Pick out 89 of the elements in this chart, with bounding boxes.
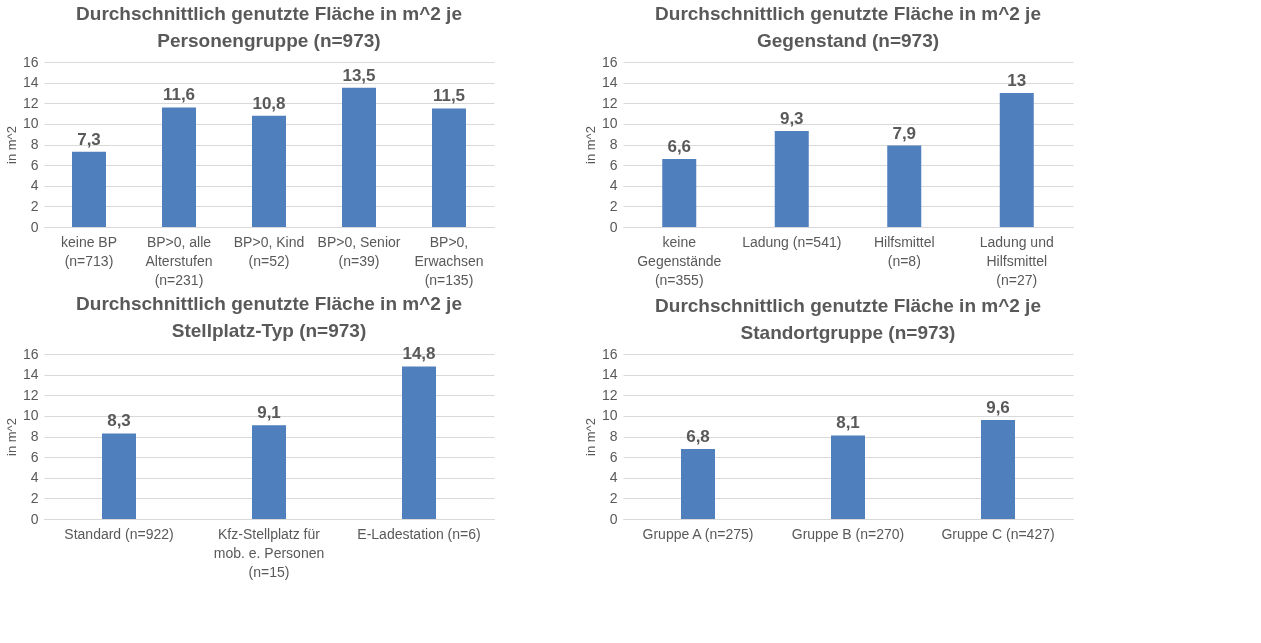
chart-title: Durchschnittlich genutzte Fläche in m^2 je Standortgruppe (n=973) — [655, 295, 1041, 343]
data-label: 10,8 — [252, 93, 286, 113]
bar — [981, 420, 1015, 519]
data-label: 6,6 — [667, 136, 692, 156]
y-tick-label: 0 — [609, 510, 618, 527]
y-tick-label: 16 — [601, 53, 618, 70]
bar — [252, 115, 286, 227]
y-tick-label: 10 — [22, 115, 39, 132]
y-tick-label: 0 — [30, 218, 39, 235]
y-tick-label: 4 — [609, 469, 618, 486]
x-tick-label: E-Ladestation (n=6) — [357, 525, 481, 542]
bar — [432, 108, 466, 227]
data-label: 8,1 — [836, 413, 860, 433]
x-tick-label: Ladung und Hilfsmittel (n=27) — [979, 233, 1054, 288]
y-tick-label: 14 — [601, 74, 618, 91]
y-tick-label: 6 — [609, 156, 618, 173]
x-tick-label: BP>0, Erwachsen (n=135) — [414, 233, 484, 288]
y-tick-label: 4 — [30, 469, 39, 486]
y-tick-label: 6 — [30, 448, 39, 465]
bar — [342, 87, 376, 227]
chart-title: Durchschnittlich genutzte Fläche in m^2 je Personengruppe (n=973) — [76, 3, 462, 51]
x-tick-label: Standard (n=922) — [64, 525, 174, 542]
y-tick-label: 14 — [601, 366, 618, 383]
bar — [681, 448, 715, 519]
y-tick-label: 2 — [609, 197, 618, 214]
x-tick-label: Ladung (n=541) — [742, 233, 842, 250]
x-tick-label: Hilfsmittel (n=8) — [873, 233, 935, 269]
x-tick-label: BP>0, alle Alterstufen (n=231) — [145, 233, 213, 288]
y-tick-label: 12 — [601, 386, 618, 403]
bar — [252, 425, 286, 519]
x-tick-label: Gruppe B (n=270) — [791, 525, 905, 542]
bar — [402, 366, 436, 519]
y-axis-title: in m^2 — [3, 126, 19, 164]
y-tick-label: 8 — [609, 136, 618, 152]
y-axis-title: in m^2 — [3, 418, 19, 456]
bar — [72, 151, 106, 227]
x-tick-label: keine Gegenstände (n=355) — [637, 233, 722, 288]
x-tick-label: Gruppe C (n=427) — [941, 525, 1055, 542]
chart-title: Durchschnittlich genutzte Fläche in m^2 je Gegenstand (n=973) — [655, 3, 1041, 51]
data-label: 7,9 — [892, 123, 917, 143]
y-tick-label: 4 — [30, 177, 39, 194]
x-tick-label: Gruppe A (n=275) — [642, 525, 754, 542]
data-label: 13,5 — [342, 65, 376, 85]
x-tick-label: Kfz-Stellplatz für mob. e. Personen (n=15) — [213, 525, 325, 580]
data-label: 7,3 — [77, 129, 101, 149]
bar — [102, 433, 136, 519]
data-label: 9,3 — [779, 109, 804, 129]
y-tick-label: 0 — [609, 218, 618, 235]
bar — [887, 145, 922, 227]
y-tick-label: 6 — [30, 156, 39, 173]
y-axis-title: in m^2 — [582, 418, 598, 456]
data-label: 6,8 — [686, 426, 710, 446]
y-tick-label: 10 — [601, 115, 618, 132]
y-tick-label: 12 — [22, 94, 39, 111]
y-tick-label: 8 — [30, 136, 39, 152]
x-tick-label: BP>0, Kind (n=52) — [233, 233, 305, 269]
y-tick-label: 12 — [601, 94, 618, 111]
x-tick-label: keine BP (n=713) — [60, 233, 118, 269]
y-tick-label: 16 — [22, 345, 39, 362]
data-label: 11,5 — [432, 86, 466, 106]
y-tick-label: 16 — [22, 53, 39, 70]
y-tick-label: 2 — [609, 489, 618, 506]
bar — [999, 92, 1034, 227]
y-tick-label: 16 — [601, 345, 618, 362]
data-label: 9,1 — [257, 403, 281, 423]
y-tick-label: 8 — [609, 428, 618, 444]
y-tick-label: 2 — [30, 489, 39, 506]
y-tick-label: 12 — [22, 386, 39, 403]
data-label: 14,8 — [402, 344, 436, 364]
data-label: 9,6 — [986, 398, 1010, 417]
y-tick-label: 14 — [22, 74, 39, 91]
y-tick-label: 10 — [22, 407, 39, 424]
y-tick-label: 0 — [30, 510, 39, 527]
data-label: 11,6 — [162, 85, 196, 105]
y-tick-label: 4 — [609, 177, 618, 194]
bar — [774, 131, 809, 227]
chart-title: Durchschnittlich genutzte Fläche in m^2 je Stellplatz-Typ (n=973) — [76, 293, 462, 342]
data-label: 8,3 — [107, 411, 131, 431]
x-tick-label: BP>0, Senior (n=39) — [317, 233, 401, 269]
bar — [831, 435, 865, 519]
y-tick-label: 10 — [601, 407, 618, 424]
y-tick-label: 14 — [22, 366, 39, 383]
y-axis-title: in m^2 — [582, 126, 598, 164]
bar — [662, 158, 697, 227]
y-tick-label: 2 — [30, 197, 39, 214]
data-label: 13 — [1007, 70, 1027, 90]
y-tick-label: 6 — [609, 448, 618, 465]
bar — [162, 107, 196, 227]
y-tick-label: 8 — [30, 428, 39, 444]
